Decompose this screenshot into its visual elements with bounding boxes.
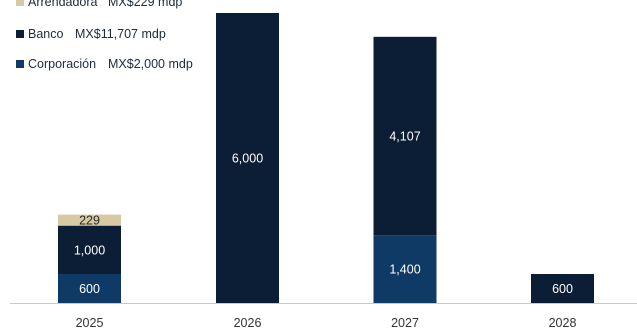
legend-label-corporacion: Corporación	[28, 57, 97, 71]
data-labels-group: 600 1,000 229 6,000 1,400 4,107 600	[74, 130, 573, 296]
legend-swatch-banco	[16, 30, 24, 38]
data-label-banco-2027: 4,107	[389, 130, 420, 144]
x-tick-label-2025: 2025	[76, 316, 104, 328]
x-tick-label-2026: 2026	[234, 316, 262, 328]
bar-banco-2027	[373, 36, 437, 236]
legend-swatch-arrendadora	[16, 0, 24, 6]
legend-item-banco: Banco MX$11,707 mdp	[16, 26, 166, 42]
data-label-corporacin-2027: 1,400	[389, 263, 420, 277]
legend-amount-banco: MX$11,707 mdp	[75, 27, 166, 41]
bar-arrendadora-2025	[58, 214, 121, 226]
data-label-corporacin-2025: 600	[79, 282, 100, 296]
x-tick-label-2027: 2027	[391, 316, 419, 328]
legend-item-arrendadora: Arrendadora MX$229 mdp	[16, 0, 182, 10]
data-label-banco-2025: 1,000	[74, 243, 105, 257]
legend-amount-corporacion: MX$2,000 mdp	[108, 57, 193, 71]
x-tick-label-2028: 2028	[549, 316, 577, 328]
legend-label-arrendadora: Arrendadora	[28, 0, 98, 9]
legend-label-banco: Banco	[28, 27, 64, 41]
bar-banco-2026	[216, 13, 279, 303]
data-label-arrendadora-2025: 229	[79, 214, 100, 228]
legend-item-corporacion: Corporación MX$2,000 mdp	[16, 56, 193, 72]
bar-banco-2028	[531, 274, 594, 303]
bars-group	[58, 13, 594, 303]
bar-corporacin-2025	[58, 274, 121, 303]
bar-corporacin-2027	[373, 235, 437, 303]
x-tick-labels: 2025 2026 2027 2028	[76, 316, 577, 328]
data-label-banco-2026: 6,000	[232, 152, 263, 166]
legend-swatch-corporacion	[16, 60, 24, 68]
legend-amount-arrendadora: MX$229 mdp	[108, 0, 183, 9]
bar-banco-2025	[58, 225, 121, 274]
data-label-banco-2028: 600	[552, 282, 573, 296]
